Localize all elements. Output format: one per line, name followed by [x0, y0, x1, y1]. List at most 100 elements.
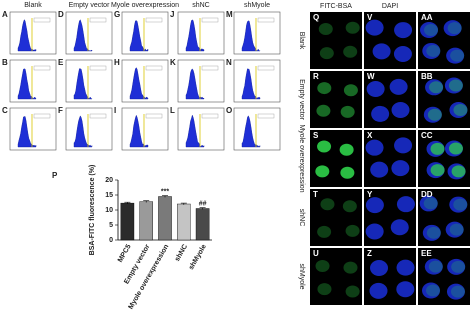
bar [121, 203, 134, 240]
fitc-signal [426, 45, 440, 57]
nucleus [371, 106, 389, 122]
panel-frame [178, 108, 224, 150]
fitc-signal [319, 23, 333, 35]
column-title: Empty vector [69, 2, 111, 9]
panel-frame [178, 60, 224, 102]
nucleus [391, 219, 409, 235]
nucleus [397, 196, 415, 212]
panel-frame [10, 60, 56, 102]
panel-letter: K [170, 58, 176, 67]
nucleus [367, 81, 385, 97]
fitc-signal [340, 167, 354, 179]
significance: ## [199, 200, 207, 207]
fitc-signal [424, 24, 438, 36]
nucleus [391, 160, 409, 176]
y-tick-label: 20 [105, 177, 113, 184]
panel-letter: AA [421, 13, 433, 22]
fitc-signal [340, 144, 354, 156]
panel-letter: H [114, 58, 120, 67]
y-tick-label: 5 [109, 222, 113, 229]
panel-letter: N [226, 58, 232, 67]
panel-letter: J [170, 10, 174, 19]
fitc-signal [317, 226, 331, 238]
fitc-signal [320, 47, 334, 59]
fitc-signal [343, 200, 357, 212]
panel-frame [178, 12, 224, 54]
bar [177, 204, 190, 240]
panel-letter: S [313, 131, 319, 140]
panel-letter: O [226, 106, 232, 115]
nucleus [366, 197, 384, 213]
fitc-signal [450, 224, 464, 236]
row-label: Empty vector [298, 79, 305, 121]
fitc-signal [320, 198, 334, 210]
panel-letter: X [367, 131, 373, 140]
panel-letter: DD [421, 190, 433, 199]
panel-letter: D [58, 10, 64, 19]
nucleus [373, 43, 391, 59]
fitc-signal [431, 164, 445, 176]
row-label: Blank [298, 32, 305, 50]
column-title: shMyole [244, 2, 270, 9]
y-axis-label: BSA-FITC fluorescence (%) [89, 165, 96, 256]
nucleus [394, 137, 412, 153]
fitc-signal [343, 262, 357, 274]
panel-frame [66, 12, 112, 54]
fitc-signal [424, 197, 438, 209]
fitc-signal [453, 199, 467, 211]
panel-frame [234, 108, 280, 150]
x-tick-label: MPC5 [117, 243, 133, 263]
fitc-signal [317, 82, 331, 94]
fitc-signal [317, 283, 331, 295]
nucleus [394, 46, 412, 62]
panel-letter: Q [313, 13, 319, 22]
panel-letter: R [313, 72, 319, 81]
panel-letter: P [52, 171, 58, 180]
fitc-signal [317, 140, 331, 152]
fitc-signal [429, 261, 443, 273]
fitc-signal [315, 165, 329, 177]
column-title: FITC-BSA [320, 3, 352, 10]
fitc-signal [453, 104, 467, 116]
panel-letter: A [2, 10, 8, 19]
fitc-signal [451, 286, 465, 298]
x-tick-label: shMyole [188, 243, 208, 271]
nucleus [366, 223, 384, 239]
x-tick-label: shNC [174, 243, 189, 262]
panel-letter: M [226, 10, 233, 19]
fitc-signal [346, 285, 360, 297]
panel-letter: Y [367, 190, 373, 199]
panel-letter: F [58, 106, 63, 115]
nucleus [394, 22, 412, 38]
nucleus [370, 260, 388, 276]
panel-frame [234, 12, 280, 54]
panel-letter: B [2, 58, 8, 67]
panel-frame [122, 108, 168, 150]
panel-letter: E [58, 58, 64, 67]
fitc-signal [427, 227, 441, 239]
y-tick-label: 10 [105, 207, 113, 214]
fitc-signal [430, 143, 444, 155]
panel-letter: T [313, 190, 318, 199]
panel-letter: BB [421, 72, 433, 81]
row-label: Myole overexpression [298, 124, 305, 192]
panel-letter: U [313, 249, 319, 258]
nucleus [366, 140, 384, 156]
panel-letter: EE [421, 249, 432, 258]
nucleus [397, 260, 415, 276]
panel-frame [122, 60, 168, 102]
fitc-signal [429, 81, 443, 93]
panel-letter: I [114, 106, 116, 115]
column-title: shNC [192, 2, 210, 9]
bar [140, 202, 153, 240]
fitc-signal [450, 50, 464, 62]
fitc-signal [343, 46, 357, 58]
panel-letter: Z [367, 249, 372, 258]
panel-frame [10, 12, 56, 54]
panel-letter: CC [421, 131, 433, 140]
significance: *** [161, 188, 169, 195]
panel-letter: L [170, 106, 175, 115]
row-label: shNC [298, 209, 305, 227]
fitc-signal [316, 105, 330, 117]
